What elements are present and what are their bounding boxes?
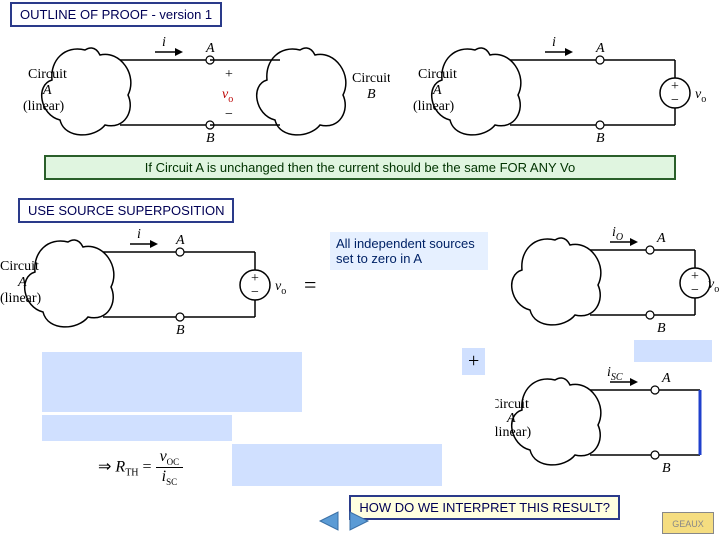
term-b-ml: B	[176, 323, 185, 338]
term-a-ml: A	[175, 233, 185, 248]
top-right-circuit: Circuit A (linear) i A B + − vo	[400, 30, 720, 150]
term-b-r: B	[596, 131, 605, 146]
circuit-a-ml3: (linear)	[0, 291, 42, 306]
plus-between: +	[462, 348, 485, 375]
vs-plus: +	[671, 79, 679, 94]
circuit-a-label-3: (linear)	[23, 99, 65, 114]
equals-sign: =	[304, 272, 316, 297]
minus: −	[225, 107, 233, 122]
source-superposition-box: USE SOURCE SUPERPOSITION	[18, 198, 234, 223]
howdo-box: HOW DO WE INTERPRET THIS RESULT?	[349, 495, 620, 520]
term-b-br: B	[662, 461, 671, 476]
vs-minus: −	[671, 93, 679, 108]
top-left-circuit: Circuit A (linear) i A B + vo − Circuit …	[10, 30, 390, 150]
vo-label: vo	[222, 87, 233, 105]
circuit-a-ml: Circuit	[0, 259, 39, 274]
i-ml: i	[137, 227, 141, 242]
vs-vo-mr: vo	[708, 277, 719, 295]
vs-vo-ml: vo	[275, 279, 286, 297]
geaux-button[interactable]: GEAUX	[662, 512, 714, 534]
circuit-a-label-1r: Circuit	[418, 67, 457, 82]
term-a-mr: A	[656, 231, 666, 246]
io-label: iO	[612, 225, 623, 243]
isc-label: iSC	[607, 365, 623, 383]
blue-fill-4	[232, 444, 442, 486]
mid-left-circuit: Circuit A (linear) i A B + − vo =	[0, 222, 330, 342]
blue-fill-1	[634, 340, 712, 362]
circuit-a-label-3r: (linear)	[413, 99, 455, 114]
rth-equation: ⇒ RTH = vOC iSC	[98, 448, 183, 487]
green-statement: If Circuit A is unchanged then the curre…	[44, 155, 676, 180]
term-a: A	[205, 41, 215, 56]
term-b-mr: B	[657, 321, 666, 336]
circuit-b-label-2: B	[367, 87, 376, 102]
i-label-r: i	[552, 35, 556, 50]
plus: +	[225, 67, 233, 82]
blue-fill-2	[42, 352, 302, 412]
bot-right-circuit: Circuit A (linear) iSC A B	[495, 360, 720, 480]
term-a-br: A	[661, 371, 671, 386]
mid-right-circuit: iO A B + − vo	[495, 220, 720, 340]
nav-prev-icon[interactable]	[316, 508, 342, 534]
blue-fill-3	[42, 415, 232, 441]
nav-next-icon[interactable]	[346, 508, 372, 534]
vs-minus-ml: −	[251, 285, 259, 300]
indep-sources-box: All independent sources set to zero in A	[330, 232, 488, 270]
vs-plus-mr: +	[691, 269, 699, 284]
circuit-a-br3: (linear)	[495, 425, 532, 440]
i-label: i	[162, 35, 166, 50]
term-a-r: A	[595, 41, 605, 56]
title-box: OUTLINE OF PROOF - version 1	[10, 2, 222, 27]
circuit-a-ml2: A	[17, 275, 27, 290]
circuit-a-br1: Circuit	[495, 397, 529, 412]
circuit-a-label-1: Circuit	[28, 67, 67, 82]
vs-vo: vo	[695, 87, 706, 105]
vs-minus-mr: −	[691, 283, 699, 298]
circuit-a-br2: A	[506, 411, 516, 426]
circuit-a-label-2: A	[42, 83, 52, 98]
vs-plus-ml: +	[251, 271, 259, 286]
circuit-b-label-1: Circuit	[352, 71, 390, 86]
term-b: B	[206, 131, 215, 146]
circuit-a-label-2r: A	[432, 83, 442, 98]
